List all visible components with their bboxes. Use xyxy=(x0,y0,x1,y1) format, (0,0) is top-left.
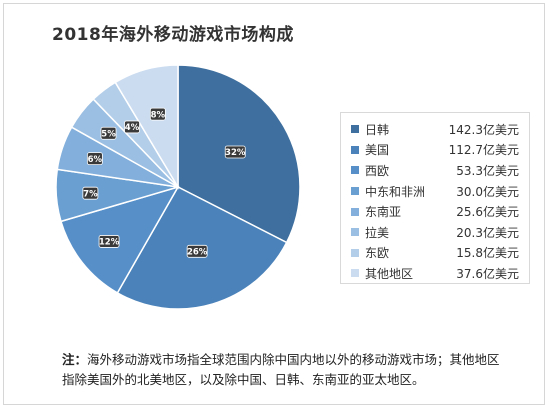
pie-percent-label: 6% xyxy=(86,152,103,166)
footnote-label: 注： xyxy=(62,352,88,367)
legend-item: 日韩 142.3亿美元 xyxy=(351,119,519,140)
legend-swatch xyxy=(351,248,359,257)
chart-title: 2018年海外移动游戏市场构成 xyxy=(52,25,294,45)
legend-label: 拉美 xyxy=(365,225,390,240)
legend-value: 112.7亿美元 xyxy=(448,143,519,158)
chart-frame xyxy=(3,3,545,405)
legend-label: 美国 xyxy=(365,143,390,158)
legend-value: 142.3亿美元 xyxy=(448,122,519,137)
legend-value: 37.6亿美元 xyxy=(456,266,519,281)
legend-swatch xyxy=(351,228,359,237)
svg-text:4%: 4% xyxy=(125,123,140,133)
svg-text:32%: 32% xyxy=(225,148,246,158)
footnote-text: 海外移动游戏市场指全球范围内除中国内地以外的移动游戏市场；其他地区指除美国外的北… xyxy=(62,352,500,387)
legend-label: 日韩 xyxy=(365,122,390,137)
legend-swatch xyxy=(351,207,359,216)
svg-text:6%: 6% xyxy=(88,155,103,165)
legend-item: 其他地区 37.6亿美元 xyxy=(351,263,519,284)
legend-item: 东欧 15.8亿美元 xyxy=(351,243,519,264)
legend-swatch xyxy=(351,269,359,278)
legend-label: 东欧 xyxy=(365,246,390,261)
legend-value: 20.3亿美元 xyxy=(456,225,519,240)
legend-value: 25.6亿美元 xyxy=(456,205,519,220)
legend-value: 15.8亿美元 xyxy=(456,246,519,261)
legend-swatch xyxy=(351,187,359,196)
legend-swatch xyxy=(351,166,359,175)
legend-value: 30.0亿美元 xyxy=(456,184,519,199)
legend-label: 西欧 xyxy=(365,163,390,178)
pie-percent-label: 12% xyxy=(98,235,120,248)
pie-percent-label: 5% xyxy=(100,126,117,140)
svg-text:8%: 8% xyxy=(151,110,166,120)
pie-percent-label: 26% xyxy=(186,244,208,258)
legend-item: 中东和非洲 30.0亿美元 xyxy=(351,181,519,202)
legend-swatch xyxy=(351,145,359,154)
legend-swatch xyxy=(351,125,359,134)
pie-percent-label: 4% xyxy=(124,120,140,134)
svg-text:26%: 26% xyxy=(187,248,208,258)
legend-label: 东南亚 xyxy=(365,205,402,220)
legend-item: 美国 112.7亿美元 xyxy=(351,140,519,161)
pie-percent-label: 8% xyxy=(149,107,166,121)
chart-legend: 日韩 142.3亿美元 美国 112.7亿美元 西欧 53.3亿美元 中东和非洲 30.… xyxy=(340,112,530,284)
svg-text:12%: 12% xyxy=(99,238,120,248)
legend-item: 东南亚 25.6亿美元 xyxy=(351,201,519,222)
legend-label: 其他地区 xyxy=(365,266,414,281)
svg-text:7%: 7% xyxy=(83,189,98,199)
footnote: 注：海外移动游戏市场指全球范围内除中国内地以外的移动游戏市场；其他地区指除美国外… xyxy=(62,350,512,390)
pie-percent-label: 7% xyxy=(82,186,99,200)
pie-slice xyxy=(114,64,179,190)
pie-percent-label: 32% xyxy=(224,145,246,159)
legend-label: 中东和非洲 xyxy=(365,184,426,199)
legend-value: 53.3亿美元 xyxy=(456,163,519,178)
legend-item: 拉美 20.3亿美元 xyxy=(351,222,519,243)
svg-text:5%: 5% xyxy=(101,129,116,139)
legend-item: 西欧 53.3亿美元 xyxy=(351,160,519,181)
